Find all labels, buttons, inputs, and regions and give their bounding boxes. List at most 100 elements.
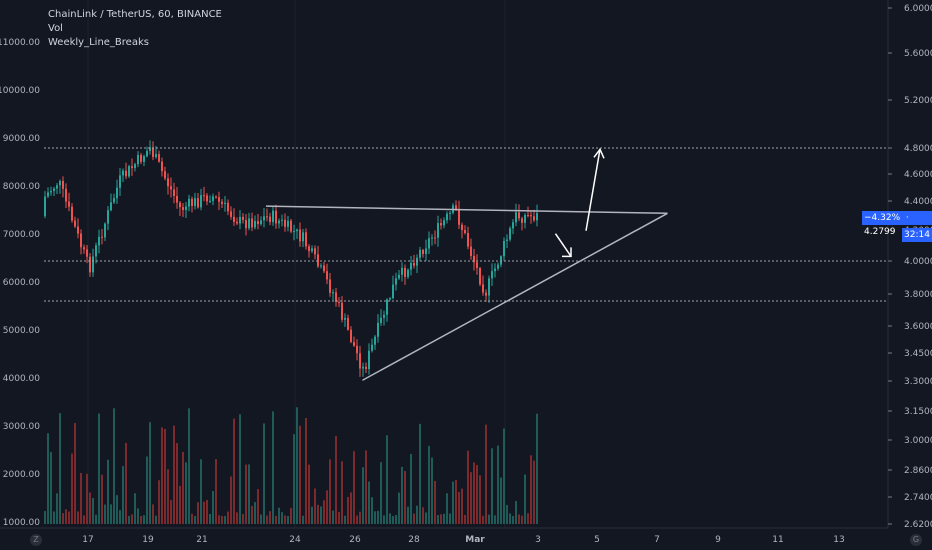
settings-gear-icon[interactable]: G bbox=[910, 534, 922, 546]
candle-body bbox=[287, 220, 289, 227]
candle-body bbox=[290, 220, 292, 232]
volume-bar bbox=[218, 515, 220, 524]
candle-body bbox=[317, 254, 319, 267]
candle-body bbox=[146, 150, 148, 157]
volume-bar bbox=[74, 423, 76, 524]
symbol-title[interactable]: ChainLink / TetherUS, 60, BINANCE bbox=[48, 9, 222, 20]
volume-bar bbox=[383, 515, 385, 524]
candle-body bbox=[500, 256, 502, 265]
volume-bar bbox=[398, 492, 400, 524]
candle-body bbox=[431, 237, 433, 239]
volume-indicator-label[interactable]: Vol bbox=[48, 23, 63, 34]
timezone-button[interactable]: Z bbox=[30, 534, 42, 546]
candle-body bbox=[47, 192, 49, 197]
bar-countdown: 32:14 bbox=[902, 228, 932, 242]
triangle-bottom-line[interactable] bbox=[362, 212, 668, 381]
candle-body bbox=[239, 216, 241, 224]
candle-body bbox=[530, 215, 532, 217]
right-axis-tick: 2.8600 bbox=[904, 466, 932, 476]
volume-bar bbox=[80, 472, 82, 524]
candle-body bbox=[131, 166, 133, 169]
candle-body bbox=[167, 178, 169, 187]
candle-body bbox=[254, 221, 256, 228]
candle-body bbox=[206, 195, 208, 202]
volume-bar bbox=[68, 511, 70, 524]
volume-bar bbox=[152, 504, 154, 524]
volume-bar bbox=[410, 453, 412, 524]
volume-bar bbox=[479, 475, 481, 524]
left-axis-tick: 6000.00 bbox=[3, 278, 40, 288]
volume-bar bbox=[122, 466, 124, 524]
right-axis-tick: 5.2000 bbox=[904, 96, 932, 106]
volume-bar bbox=[188, 408, 190, 524]
volume-bar bbox=[257, 489, 259, 524]
candle-body bbox=[416, 257, 418, 266]
weekly-line-breaks-label[interactable]: Weekly_Line_Breaks bbox=[48, 37, 149, 48]
volume-bar bbox=[47, 433, 49, 524]
volume-bar bbox=[185, 462, 187, 524]
time-axis-tick: 9 bbox=[715, 535, 721, 545]
volume-bar bbox=[125, 442, 127, 524]
candlesticks bbox=[44, 140, 538, 377]
volume-bar bbox=[458, 491, 460, 524]
candle-body bbox=[302, 232, 304, 242]
candle-body bbox=[71, 206, 73, 221]
candle-body bbox=[410, 263, 412, 270]
volume-bars bbox=[44, 407, 538, 524]
candle-body bbox=[170, 186, 172, 190]
candle-body bbox=[518, 212, 520, 219]
candle-body bbox=[89, 256, 91, 273]
candle-body bbox=[374, 336, 376, 345]
volume-bar bbox=[95, 514, 97, 524]
candle-body bbox=[155, 154, 157, 158]
candle-body bbox=[173, 189, 175, 196]
volume-bar bbox=[194, 515, 196, 524]
candle-body bbox=[116, 187, 118, 199]
volume-bar bbox=[179, 485, 181, 524]
candle-body bbox=[494, 268, 496, 272]
candle-body bbox=[98, 236, 100, 246]
retest-arrow[interactable] bbox=[554, 233, 572, 257]
volume-bar bbox=[362, 467, 364, 524]
candle-body bbox=[299, 229, 301, 242]
volume-bar bbox=[338, 511, 340, 524]
candle-body bbox=[275, 210, 277, 224]
volume-bar bbox=[161, 427, 163, 524]
candle-body bbox=[443, 220, 445, 226]
candle-body bbox=[128, 166, 130, 177]
candle-body bbox=[140, 154, 142, 162]
volume-bar bbox=[500, 477, 502, 524]
volume-bar bbox=[368, 481, 370, 524]
volume-bar bbox=[461, 488, 463, 524]
candle-body bbox=[224, 202, 226, 204]
volume-bar bbox=[209, 513, 211, 524]
candle-body bbox=[353, 342, 355, 346]
candle-body bbox=[227, 202, 229, 212]
volume-bar bbox=[86, 473, 88, 524]
volume-bar bbox=[98, 413, 100, 524]
volume-bar bbox=[536, 413, 538, 524]
candle-body bbox=[413, 263, 415, 266]
volume-bar bbox=[341, 461, 343, 524]
left-axis-tick: 2000.00 bbox=[3, 470, 40, 480]
volume-bar bbox=[416, 505, 418, 524]
volume-bar bbox=[149, 422, 151, 524]
volume-bar bbox=[278, 507, 280, 524]
time-axis-tick: 28 bbox=[408, 535, 420, 545]
candle-body bbox=[428, 238, 430, 249]
breakout-arrow[interactable] bbox=[585, 149, 601, 231]
volume-bar bbox=[491, 448, 493, 524]
triangle-top-line[interactable] bbox=[265, 205, 668, 215]
volume-bar bbox=[275, 515, 277, 524]
volume-bar bbox=[146, 456, 148, 524]
candle-body bbox=[248, 218, 250, 229]
candle-body bbox=[152, 147, 154, 158]
candle-body bbox=[407, 269, 409, 277]
candle-body bbox=[293, 231, 295, 233]
candle-body bbox=[536, 213, 538, 221]
volume-bar bbox=[158, 480, 160, 524]
candle-body bbox=[242, 216, 244, 220]
volume-bar bbox=[470, 472, 472, 524]
volume-bar bbox=[521, 515, 523, 524]
